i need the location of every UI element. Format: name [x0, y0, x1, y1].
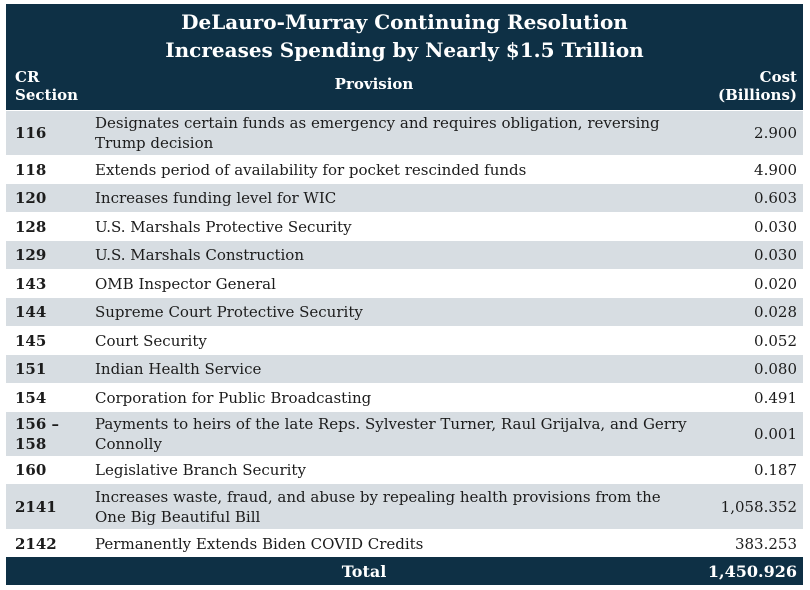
total-cost: 1,450.926: [707, 561, 797, 581]
table-title: DeLauro-Murray Continuing Resolution Inc…: [6, 4, 803, 65]
row-provision: Legislative Branch Security: [95, 461, 306, 479]
row-provision: Payments to heirs of the late Reps. Sylv…: [95, 415, 687, 453]
row-section: 144: [15, 303, 47, 321]
table-row: 160 Legislative Branch Security 0.187: [6, 456, 803, 483]
row-provision: Corporation for Public Broadcasting: [95, 388, 372, 407]
row-section: 143: [15, 274, 47, 293]
row-section: 2142: [15, 534, 57, 553]
header-cost: Cost (Billions): [693, 65, 803, 110]
row-cost: 0.491: [754, 388, 797, 407]
row-cost: 0.187: [754, 461, 797, 479]
row-provision: Extends period of availability for pocke…: [95, 160, 527, 179]
row-cost: 1,058.352: [720, 497, 797, 516]
row-section: 120: [15, 189, 47, 207]
row-cost: 0.028: [754, 303, 797, 321]
row-provision: Permanently Extends Biden COVID Credits: [95, 534, 424, 553]
total-row: Total 1,450.926: [6, 557, 803, 585]
table-row: 145 Court Security 0.052: [6, 326, 803, 354]
total-label: Total: [341, 561, 387, 581]
row-cost: 0.052: [754, 331, 797, 350]
header-provision: Provision: [334, 75, 414, 93]
row-provision: Increases funding level for WIC: [95, 189, 337, 207]
table-row: 151 Indian Health Service 0.080: [6, 354, 803, 383]
row-provision: Supreme Court Protective Security: [95, 303, 363, 321]
header-cost-line-1: Cost: [759, 68, 797, 86]
header-section-line-2: Section: [15, 86, 79, 104]
title-line-1: DeLauro-Murray Continuing Resolution: [181, 10, 628, 34]
row-section: 129: [15, 246, 47, 264]
row-cost: 0.020: [754, 274, 797, 293]
row-section: 116: [15, 124, 47, 142]
row-cost: 4.900: [754, 160, 797, 179]
table-row: 156 – 158 Payments to heirs of the late …: [6, 411, 803, 456]
row-provision: Designates certain funds as emergency an…: [95, 114, 660, 152]
row-provision: U.S. Marshals Construction: [95, 246, 304, 264]
table-row: 144 Supreme Court Protective Security 0.…: [6, 297, 803, 326]
table-row: 2141 Increases waste, fraud, and abuse b…: [6, 483, 803, 529]
row-cost: 0.030: [754, 217, 797, 236]
row-cost: 0.001: [754, 425, 797, 443]
row-section: 154: [15, 388, 47, 407]
header-section-line-1: CR: [15, 68, 40, 86]
row-provision: Indian Health Service: [95, 360, 262, 378]
row-section: 151: [15, 360, 47, 378]
spending-table: DeLauro-Murray Continuing Resolution Inc…: [6, 4, 803, 585]
row-provision: Court Security: [95, 331, 207, 350]
title-line-2: Increases Spending by Nearly $1.5 Trilli…: [165, 38, 644, 62]
row-section: 160: [15, 461, 47, 479]
table-row: 2142 Permanently Extends Biden COVID Cre…: [6, 529, 803, 557]
row-provision: OMB Inspector General: [95, 274, 276, 293]
row-section: 128: [15, 217, 47, 236]
row-section: 145: [15, 331, 47, 350]
row-cost: 383.253: [734, 534, 797, 553]
table-row: 128 U.S. Marshals Protective Security 0.…: [6, 212, 803, 240]
row-cost: 2.900: [754, 124, 797, 142]
header-section: CR Section: [6, 65, 95, 110]
row-section: 118: [15, 160, 47, 179]
header-cost-line-2: (Billions): [717, 86, 797, 104]
table-row: 116 Designates certain funds as emergenc…: [6, 110, 803, 155]
table-row: 143 OMB Inspector General 0.020: [6, 269, 803, 297]
table-row: 118 Extends period of availability for p…: [6, 155, 803, 183]
table-row: 154 Corporation for Public Broadcasting …: [6, 383, 803, 411]
row-section: 2141: [15, 497, 57, 516]
table-header: CR Section Provision Cost (Billions): [6, 65, 803, 110]
row-provision: Increases waste, fraud, and abuse by rep…: [95, 487, 661, 526]
table-row: 129 U.S. Marshals Construction 0.030: [6, 240, 803, 269]
row-cost: 0.030: [754, 246, 797, 264]
row-provision: U.S. Marshals Protective Security: [95, 217, 352, 236]
row-section: 156 – 158: [15, 415, 60, 453]
row-cost: 0.603: [754, 189, 797, 207]
row-cost: 0.080: [754, 360, 797, 378]
table-row: 120 Increases funding level for WIC 0.60…: [6, 183, 803, 212]
